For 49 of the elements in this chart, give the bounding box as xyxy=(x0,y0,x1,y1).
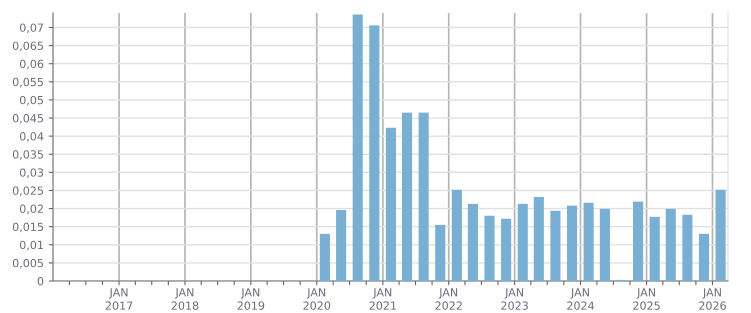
x-tick-label: JAN 2026 xyxy=(699,288,726,310)
x-tick-label: JAN 2020 xyxy=(303,288,330,310)
bar xyxy=(550,210,560,281)
bar xyxy=(584,202,594,281)
bar xyxy=(566,206,578,281)
y-tick-label: 0,045 xyxy=(12,114,43,124)
bar xyxy=(716,190,726,281)
bar xyxy=(534,196,544,281)
x-tick-label: JAN 2021 xyxy=(370,288,396,310)
y-tick-label: 0,055 xyxy=(12,78,43,88)
bar xyxy=(501,218,512,281)
x-tick-label: JAN 2017 xyxy=(106,288,132,310)
bar xyxy=(352,14,363,281)
bar xyxy=(418,112,429,281)
bar xyxy=(452,190,462,281)
bar xyxy=(369,25,380,281)
x-tick-label: JAN 2022 xyxy=(435,288,462,310)
x-tick-label: JAN 2024 xyxy=(567,288,594,310)
bar xyxy=(633,202,644,281)
bar xyxy=(468,204,478,281)
y-tick-label: 0,07 xyxy=(20,23,44,33)
y-tick-label: 0,01 xyxy=(20,240,43,250)
bar xyxy=(336,210,346,281)
y-tick-label: 0,02 xyxy=(20,204,43,214)
bar xyxy=(698,234,710,281)
bar xyxy=(484,216,495,281)
y-tick-label: 0 xyxy=(38,276,44,286)
bar xyxy=(518,204,528,281)
bar xyxy=(650,216,660,281)
y-tick-label: 0,065 xyxy=(12,42,43,52)
x-tick-label: JAN 2023 xyxy=(501,288,528,310)
y-tick-label: 0,015 xyxy=(12,222,43,232)
y-tick-label: 0,03 xyxy=(20,168,44,178)
x-tick-label: JAN 2025 xyxy=(633,288,660,310)
bar xyxy=(402,112,412,281)
x-tick-label: JAN 2018 xyxy=(172,288,198,310)
bar xyxy=(386,128,396,281)
bar xyxy=(320,234,330,281)
bar xyxy=(666,208,676,281)
bar xyxy=(435,224,446,281)
bar xyxy=(682,214,692,281)
y-tick-label: 0,05 xyxy=(20,96,43,106)
y-tick-label: 0,06 xyxy=(20,60,44,70)
bar xyxy=(600,208,610,281)
y-tick-label: 0,005 xyxy=(12,258,43,268)
x-tick-label: JAN 2019 xyxy=(238,288,264,310)
y-tick-label: 0,035 xyxy=(12,150,43,160)
y-tick-label: 0,04 xyxy=(20,132,44,142)
y-tick-label: 0,025 xyxy=(12,186,43,196)
